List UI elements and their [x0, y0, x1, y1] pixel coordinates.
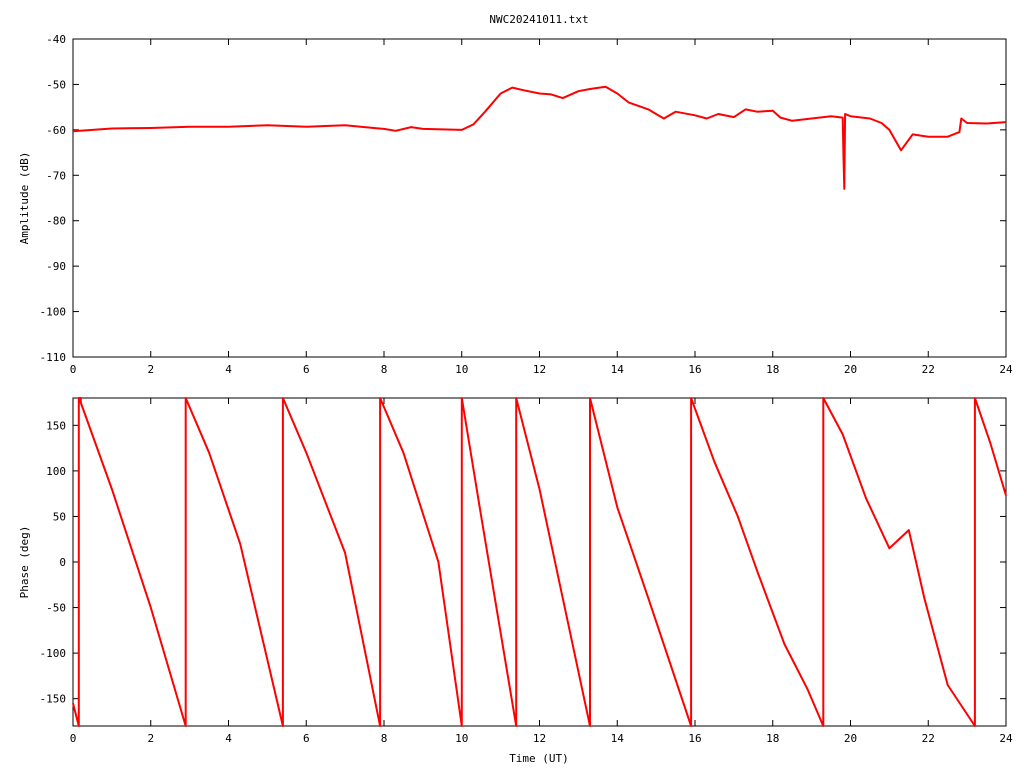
phase-y-tick-label: 0 — [59, 556, 66, 569]
phase-y-tick-label: 150 — [46, 419, 66, 432]
phase-y-tick-label: -50 — [46, 602, 66, 615]
phase-y-tick-label: 50 — [53, 510, 66, 523]
phase-panel: Phase (deg) Time (UT) 0 2 4 6 8 10 12 14 16 18 20 2… — [18, 397, 1013, 765]
amplitude-y-tick-label: -90 — [46, 260, 66, 273]
amplitude-x-tick-label: 16 — [688, 363, 701, 376]
amplitude-x-tick-label: 8 — [381, 363, 388, 376]
amplitude-x-tick-label: 6 — [303, 363, 310, 376]
phase-y-tick-label: -150 — [40, 693, 67, 706]
amplitude-y-tick-label: -70 — [46, 169, 66, 182]
amplitude-panel: Amplitude (dB) 0 2 4 6 8 10 12 14 16 18 20 22 24-40-… — [18, 33, 1013, 376]
amplitude-x-tick-label: 4 — [225, 363, 232, 376]
phase-x-tick-label: 12 — [533, 732, 546, 745]
phase-x-tick-label: 22 — [922, 732, 935, 745]
phase-x-tick-label: 18 — [766, 732, 779, 745]
amplitude-y-tick-label: -40 — [46, 33, 66, 46]
phase-series — [72, 397, 1007, 727]
phase-ticks: 0 2 4 6 8 10 12 14 16 18 20 22 24150100500-50-100-15… — [40, 398, 1013, 745]
phase-x-axis-label: Time (UT) — [509, 752, 569, 765]
phase-x-tick-label: 8 — [381, 732, 388, 745]
amplitude-y-tick-label: -80 — [46, 215, 66, 228]
phase-y-tick-label: 100 — [46, 465, 66, 478]
phase-x-tick-label: 0 — [70, 732, 77, 745]
chart-title: NWC20241011.txt — [489, 13, 588, 26]
phase-x-tick-label: 24 — [999, 732, 1013, 745]
amplitude-x-tick-label: 24 — [999, 363, 1013, 376]
phase-x-tick-label: 16 — [688, 732, 701, 745]
amplitude-y-tick-label: -60 — [46, 124, 66, 137]
amplitude-y-tick-label: -110 — [40, 351, 67, 364]
phase-x-tick-label: 6 — [303, 732, 310, 745]
amplitude-series-line — [72, 85, 1007, 190]
amplitude-x-tick-label: 0 — [70, 363, 77, 376]
phase-x-tick-label: 20 — [844, 732, 857, 745]
amplitude-series — [72, 85, 1007, 190]
phase-y-axis-label: Phase (deg) — [18, 526, 31, 599]
amplitude-x-tick-label: 20 — [844, 363, 857, 376]
phase-x-tick-label: 10 — [455, 732, 468, 745]
amplitude-ticks: 0 2 4 6 8 10 12 14 16 18 20 22 24-40-50-60-70-80-90-… — [40, 33, 1013, 376]
phase-x-tick-label: 14 — [611, 732, 625, 745]
amplitude-y-tick-label: -100 — [40, 306, 67, 319]
phase-x-tick-label: 4 — [225, 732, 232, 745]
amplitude-y-tick-label: -50 — [46, 78, 66, 91]
amplitude-x-tick-label: 14 — [611, 363, 625, 376]
phase-y-tick-label: -100 — [40, 647, 67, 660]
amplitude-x-tick-label: 22 — [922, 363, 935, 376]
amplitude-plot-frame — [72, 38, 1007, 358]
phase-series-line — [72, 397, 1007, 727]
phase-plot-frame — [72, 397, 1007, 727]
amplitude-x-tick-label: 10 — [455, 363, 468, 376]
phase-x-tick-label: 2 — [147, 732, 154, 745]
amplitude-x-tick-label: 18 — [766, 363, 779, 376]
amplitude-x-tick-label: 2 — [147, 363, 154, 376]
amplitude-y-axis-label: Amplitude (dB) — [18, 152, 31, 245]
amplitude-x-tick-label: 12 — [533, 363, 546, 376]
